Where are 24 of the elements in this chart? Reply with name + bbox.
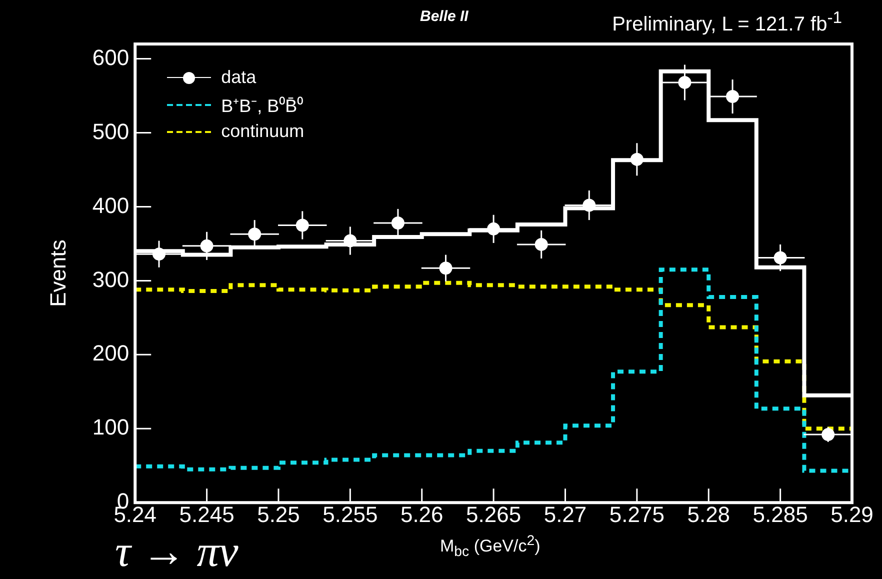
- legend-label: continuum: [221, 121, 304, 142]
- x-tick-label: 5.245: [179, 502, 234, 527]
- y-tick-label: 500: [92, 118, 130, 144]
- y-tick-label: 100: [92, 414, 130, 440]
- legend-label: B⁺B⁻, B⁰B̄⁰: [221, 94, 304, 116]
- x-axis-title: M$_{bc}$ (GeV/c$^{2}$): [440, 533, 540, 560]
- y-tick-label: 400: [92, 192, 130, 218]
- text: τ → πν: [115, 526, 238, 577]
- chart-subtitle: Preliminary, L = 121.7 fb$^{-1}$: [612, 8, 842, 37]
- chart-title: Belle II: [420, 8, 468, 25]
- x-tick-label: 5.25: [257, 502, 300, 527]
- x-tick-label: 5.29: [830, 502, 874, 527]
- y-tick-label: 200: [92, 340, 130, 366]
- x-tick-label: 5.27: [544, 502, 587, 527]
- legend-label: data: [221, 67, 256, 88]
- x-tick-label: 5.265: [466, 502, 522, 527]
- y-tick-label: 300: [92, 266, 130, 292]
- x-tick-label: 5.28: [687, 502, 730, 527]
- y-axis-title: Events: [45, 240, 70, 307]
- x-tick-label: 5.26: [400, 502, 444, 527]
- y-tick-label: 600: [92, 44, 130, 70]
- x-tick-label: 5.275: [609, 502, 664, 527]
- x-tick-label: 5.285: [752, 502, 808, 527]
- x-tick-label: 5.255: [322, 502, 378, 527]
